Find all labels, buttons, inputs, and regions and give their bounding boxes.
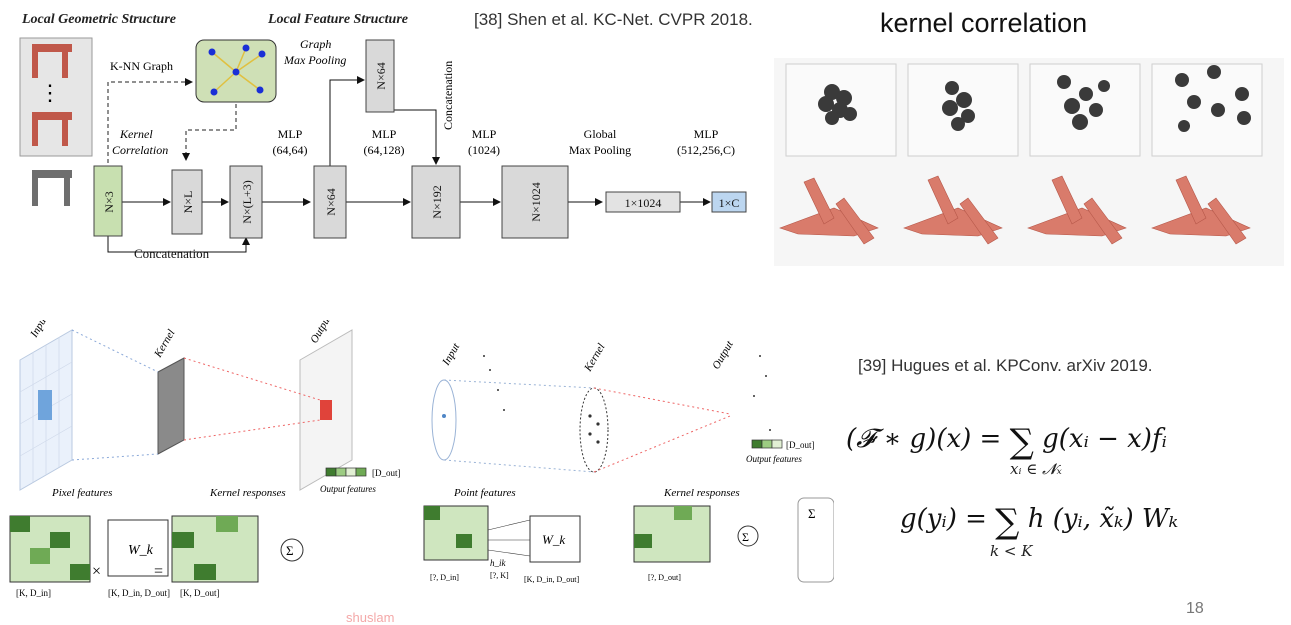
svg-text:(1024): (1024) (468, 143, 500, 157)
kernel-response-grid (171, 515, 259, 583)
sum-symbol (280, 538, 304, 562)
block-1x1024 (605, 191, 681, 213)
citation-kpconv: [39] Hugues et al. KPConv. arXiv 2019. (858, 356, 1153, 375)
mlp-label-4: MLP (694, 127, 719, 141)
image-convolution-figure: Input Kernel Output Pixel features Kerne… (9, 320, 400, 598)
global-maxpool-label: Global (584, 127, 617, 141)
kcnet-architecture-diagram: ⋮ K-NN Graph Kernel Correlation Graph Ma… (19, 37, 747, 261)
point-features-label: Point features (453, 487, 516, 499)
block-n3 (93, 165, 123, 237)
svg-text:[?, D_in]: [?, D_in] (430, 573, 459, 582)
input-label: Input (28, 320, 51, 340)
local-geometric-title: Local Geometric Structure (22, 12, 176, 27)
svg-text:[D_out]: [D_out] (786, 440, 815, 450)
svg-text:×: × (92, 563, 101, 580)
block-n64a (313, 165, 347, 239)
svg-text:W_k: W_k (542, 532, 565, 547)
svg-text:(64,64): (64,64) (273, 143, 308, 157)
output-features-label: Output features (320, 484, 376, 494)
chair-pointcloud-panel: ⋮ (19, 37, 93, 157)
kernel-correlation-figure (774, 58, 1284, 266)
mlp-label-2: MLP (372, 127, 397, 141)
svg-text:(512,256,C): (512,256,C) (677, 143, 735, 157)
svg-text:[K, D_in, D_out]: [K, D_in, D_out] (108, 588, 170, 598)
kernel-label-3d: Kernel (582, 342, 608, 375)
equation-kernel-sum-index: k < K (990, 542, 1033, 560)
output-features-label-3d: Output features (746, 454, 802, 464)
kernel-responses-label-3d: Kernel responses (663, 487, 740, 499)
point-feature-grid (423, 505, 489, 561)
kernel-responses-label: Kernel responses (209, 487, 286, 499)
block-n64b (365, 39, 395, 113)
output-label: Output (308, 320, 334, 346)
svg-text:[K, D_in, D_out]: [K, D_in, D_out] (524, 575, 579, 584)
mlp-label-1: MLP (278, 127, 303, 141)
equation-kernel-function: g(yᵢ) = ∑ h (yᵢ, x̃ₖ) Wₖ (900, 502, 1179, 542)
local-feature-title: Local Feature Structure (268, 12, 409, 27)
svg-text:Σ: Σ (742, 530, 749, 544)
svg-text:N×L: N×L (181, 191, 195, 214)
svg-text:[?, D_out]: [?, D_out] (648, 573, 681, 582)
block-n192 (411, 165, 461, 239)
svg-text:Σ: Σ (286, 543, 294, 558)
kernel-response-grid-3d (633, 505, 711, 563)
svg-text:N×(L+3): N×(L+3) (240, 180, 254, 224)
kernel-label: Kernel (152, 328, 178, 361)
knn-graph-label: K-NN Graph (110, 59, 173, 73)
svg-text:=: = (154, 563, 163, 580)
watermark: shuslam (346, 610, 395, 625)
svg-text:Σ: Σ (808, 506, 816, 521)
svg-text:N×64: N×64 (324, 188, 338, 215)
kernel-correlation-label: Kernel (119, 127, 153, 141)
wk-box (107, 519, 169, 577)
ellipsis: ⋮ (39, 80, 61, 105)
point-convolution-figure: Input Kernel Output [D_out] Output featu… (423, 338, 834, 584)
graph-maxpool-label: Graph (300, 37, 331, 51)
mlp-label-3: MLP (472, 127, 497, 141)
svg-text:(64,128): (64,128) (364, 143, 405, 157)
svg-text:[?, K]: [?, K] (490, 571, 509, 580)
pixel-feature-grid (9, 515, 91, 583)
svg-text:N×3: N×3 (102, 191, 116, 212)
svg-text:Correlation: Correlation (112, 143, 168, 157)
svg-text:h_ik: h_ik (490, 558, 507, 568)
pixel-features-label: Pixel features (51, 487, 112, 499)
equation-convolution: (𝓕 ∗ g)(x) = ∑ g(xᵢ − x)fᵢ (846, 422, 1167, 462)
page-number: 18 (1186, 600, 1204, 617)
knn-graph-box (195, 39, 277, 103)
svg-text:N×64: N×64 (374, 62, 388, 89)
citation-kcnet: [38] Shen et al. KC-Net. CVPR 2018. (474, 10, 753, 29)
equation-convolution-sum-index: xᵢ ∈ 𝓝ₓ (1010, 460, 1062, 478)
airplane-shapes (779, 175, 1251, 245)
sum-symbol-3d (737, 525, 759, 547)
svg-text:N×192: N×192 (430, 185, 444, 218)
svg-text:N×1024: N×1024 (529, 182, 543, 221)
cropped-sum-panel (797, 497, 834, 583)
block-nl (171, 169, 203, 235)
svg-text:W_k: W_k (128, 543, 154, 558)
svg-text:Max Pooling: Max Pooling (283, 53, 346, 67)
block-1xc (711, 191, 747, 213)
concatenation-bottom-label: Concatenation (134, 246, 210, 261)
svg-text:Max Pooling: Max Pooling (569, 143, 631, 157)
block-nl3 (229, 165, 263, 239)
output-label-3d: Output (710, 338, 736, 371)
svg-text:[K, D_in]: [K, D_in] (16, 588, 51, 598)
wk-box-3d (529, 515, 581, 563)
chair-input-icon (32, 170, 72, 206)
svg-text:[D_out]: [D_out] (372, 468, 400, 478)
input-label-3d: Input (440, 341, 463, 369)
kernel-correlation-title: kernel correlation (880, 8, 1088, 38)
svg-text:[K, D_out]: [K, D_out] (180, 588, 220, 598)
block-n1024 (501, 165, 569, 239)
svg-text:1×C: 1×C (719, 196, 740, 210)
svg-text:1×1024: 1×1024 (625, 196, 662, 210)
concatenation-vertical-label: Concatenation (441, 61, 455, 130)
